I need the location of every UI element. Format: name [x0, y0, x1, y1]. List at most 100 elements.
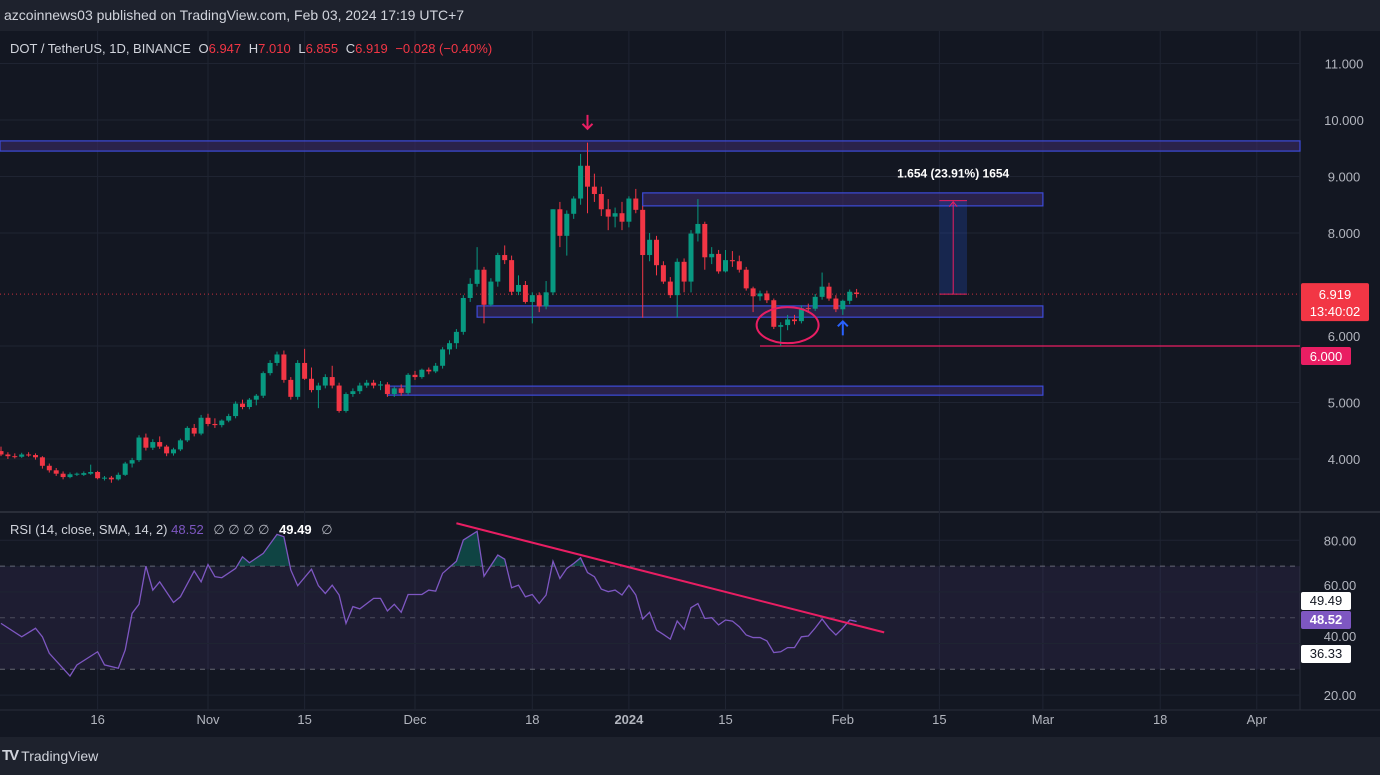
candle-body	[226, 416, 232, 421]
candle-body	[378, 384, 383, 386]
candle-body	[322, 377, 328, 386]
price-tick-label: 8.000	[1328, 226, 1361, 241]
rsi-trendline	[456, 522, 885, 634]
price-tick-label: 9.000	[1328, 170, 1361, 185]
candle-body	[550, 209, 556, 293]
candle-body	[309, 378, 314, 391]
low-value: 6.855	[305, 41, 339, 56]
rsi-value-label: 48.52	[1310, 612, 1343, 627]
candle-body	[191, 427, 197, 434]
logo-text: TradingView	[21, 747, 99, 764]
candle-body	[157, 442, 163, 447]
change-value: −0.028 (−0.40%)	[395, 41, 493, 56]
candle-body	[253, 395, 259, 400]
candle-body	[398, 388, 404, 393]
candle-body	[474, 269, 480, 284]
rsi-tick-label: 80.00	[1324, 533, 1357, 548]
time-tick-label: 16	[90, 712, 104, 727]
candle-body	[702, 223, 708, 258]
level-price-label: 6.000	[1310, 349, 1343, 364]
candle-body	[115, 474, 121, 480]
candle-body	[0, 451, 4, 455]
footer: TV TradingView	[0, 738, 1380, 775]
candle-body	[364, 382, 370, 386]
candle-body	[819, 286, 825, 297]
symbol-legend: DOT / TetherUS, 1D, BINANCE O6.947 H7.01…	[10, 40, 496, 58]
candle-body	[108, 477, 114, 480]
candle-body	[212, 423, 218, 426]
tradingview-logo[interactable]: TV TradingView	[2, 747, 98, 764]
time-tick-label: Nov	[196, 712, 220, 727]
rsi-value-badge	[1301, 611, 1351, 629]
measure-arrow-head-icon	[948, 200, 958, 207]
candle-body	[812, 296, 818, 309]
candle-body	[571, 198, 577, 214]
candle-body	[184, 427, 190, 441]
candle-body	[591, 186, 597, 195]
time-tick-label: Dec	[403, 712, 427, 727]
candle-body	[681, 261, 687, 282]
candle-body	[88, 471, 94, 474]
candle-body	[729, 260, 735, 262]
candle-body	[177, 440, 183, 450]
candle-body	[460, 297, 466, 332]
rsi-na-value: ∅	[321, 522, 333, 537]
candle-body	[805, 308, 811, 310]
candle-body	[522, 284, 528, 302]
candle-body	[391, 388, 397, 395]
rsi-overbought-fill	[207, 531, 585, 567]
rsi-title[interactable]: RSI (14, close, SMA, 14, 2)	[10, 522, 168, 537]
candle-body	[778, 325, 784, 327]
time-tick-label: 2024	[614, 712, 644, 727]
candle-body	[557, 209, 563, 236]
time-tick-label: 18	[1153, 712, 1167, 727]
candle-body	[626, 198, 632, 222]
candle-body	[757, 293, 763, 297]
candle-body	[129, 460, 135, 464]
candle-body	[660, 265, 666, 282]
candle-body	[736, 261, 742, 270]
candle-body	[509, 260, 515, 292]
rsi-tick-label: 20.00	[1324, 688, 1357, 703]
candle-body	[488, 281, 494, 305]
candle-body	[426, 369, 432, 372]
candle-body	[543, 292, 549, 307]
rsi-tick-label: 40.00	[1324, 629, 1357, 644]
open-label: O	[198, 41, 209, 56]
price-tick-label: 11.000	[1325, 57, 1364, 72]
support-resistance-zone	[642, 192, 1044, 207]
candle-body	[143, 437, 149, 448]
candle-body	[384, 384, 390, 395]
support-resistance-zone	[386, 385, 1044, 396]
candle-body	[95, 471, 101, 479]
candle-body	[723, 260, 728, 272]
symbol-name[interactable]: DOT / TetherUS, 1D, BINANCE	[10, 41, 191, 56]
time-tick-label: Mar	[1032, 712, 1055, 727]
candle-body	[633, 198, 639, 210]
candle-body	[833, 298, 839, 310]
high-label: H	[248, 41, 259, 56]
support-resistance-zone	[0, 140, 1301, 152]
rsi-trendline-label: 36.33	[1310, 646, 1343, 661]
rsi-trendline-badge	[1301, 645, 1351, 663]
candle-body	[564, 213, 570, 236]
candle-body	[640, 209, 646, 256]
open-value: 6.947	[208, 41, 242, 56]
candle-body	[350, 391, 356, 395]
candle-body	[39, 457, 45, 466]
time-tick-label: Apr	[1247, 712, 1268, 727]
candle-body	[536, 295, 542, 307]
candle-body	[60, 473, 66, 478]
candle-body	[440, 349, 446, 366]
candle-body	[219, 420, 225, 426]
tradingview-logo-icon: TV	[2, 747, 19, 764]
candle-body	[122, 463, 128, 475]
candle-body	[260, 373, 266, 396]
candle-body	[764, 293, 770, 301]
candle-body	[743, 269, 749, 289]
candle-body	[619, 213, 625, 222]
candle-body	[716, 253, 722, 272]
candle-body	[329, 377, 335, 386]
candle-body	[274, 354, 280, 363]
